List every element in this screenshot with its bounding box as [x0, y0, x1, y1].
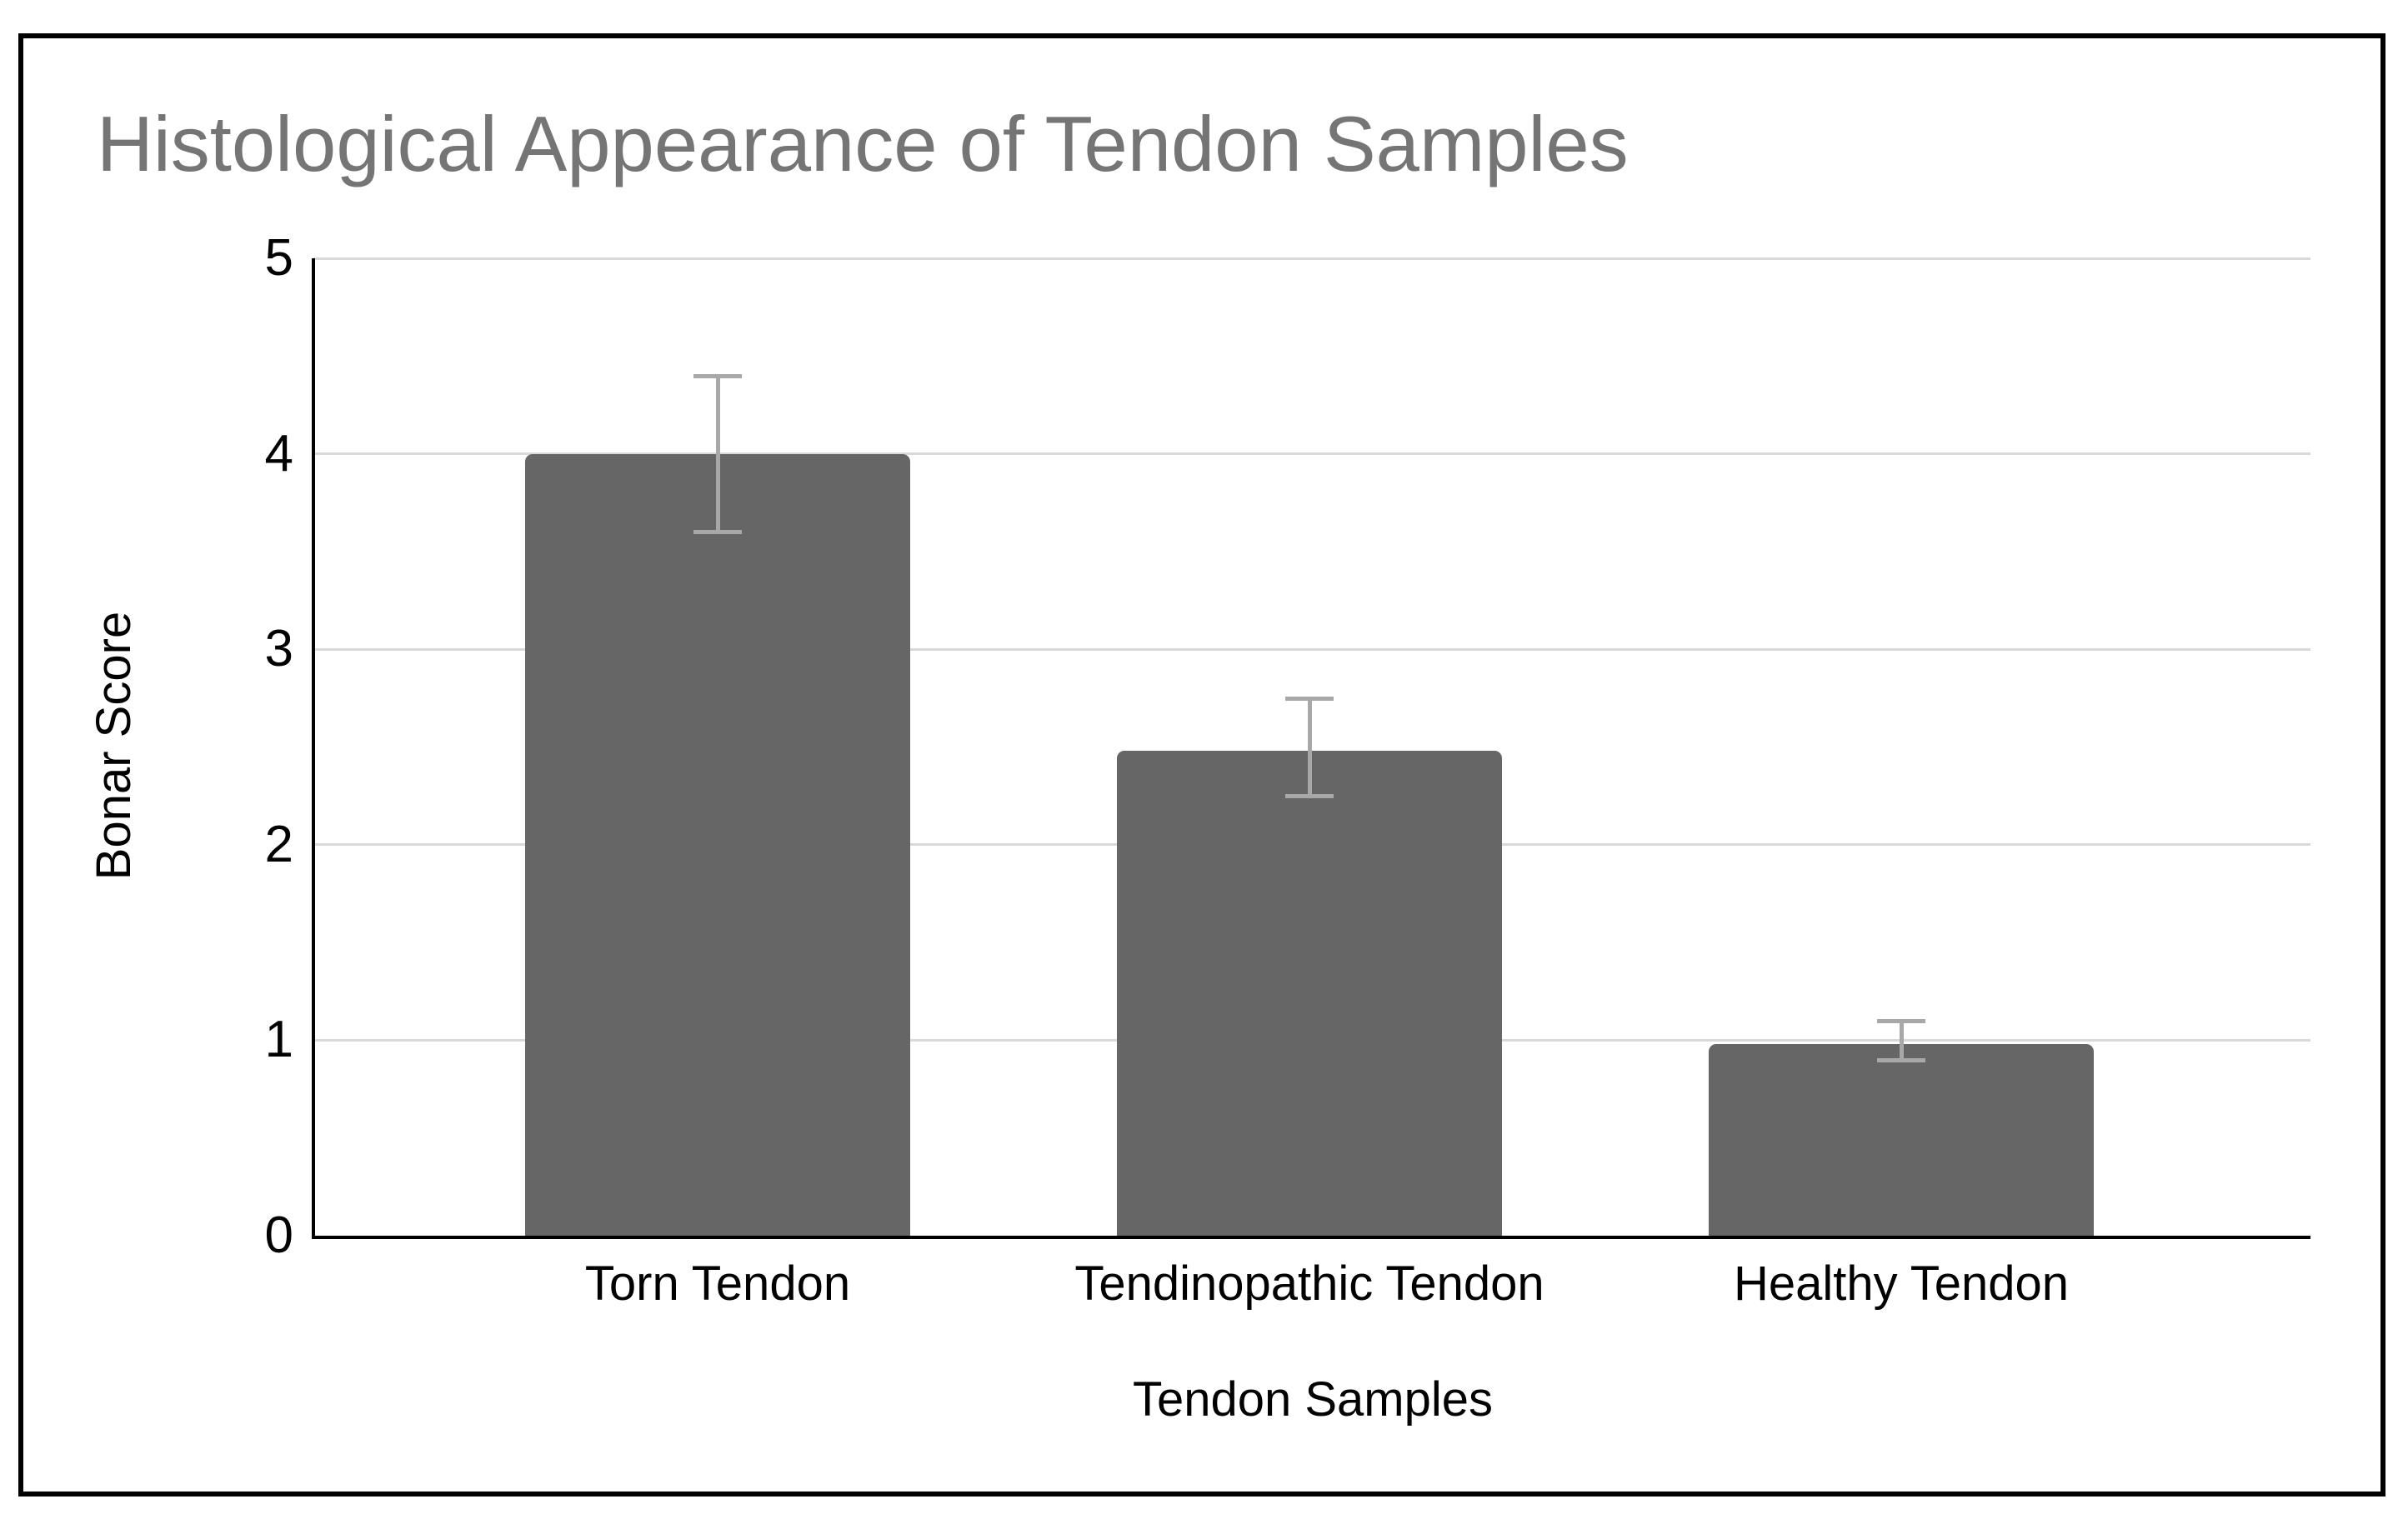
error-bar-stem: [1307, 698, 1312, 796]
error-bar-cap-top: [693, 374, 742, 378]
bar-tendinopathic-tendon: [1117, 751, 1502, 1236]
bar-healthy-tendon: [1709, 1044, 2094, 1236]
y-tick-label: 4: [264, 425, 293, 482]
error-bar-cap-bottom: [1285, 794, 1334, 798]
error-bar-stem: [1899, 1021, 1904, 1060]
y-axis-title: Bonar Score: [87, 611, 141, 881]
y-tick-label: 2: [264, 816, 293, 873]
gridline: [313, 452, 2310, 455]
y-tick-label: 0: [264, 1207, 293, 1264]
y-tick-label: 1: [264, 1011, 293, 1068]
y-tick-label: 5: [264, 229, 293, 287]
x-tick-label-tendinopathic-tendon: Tendinopathic Tendon: [1074, 1257, 1544, 1311]
y-axis-line: [312, 258, 315, 1239]
chart-frame: [18, 33, 2385, 1497]
bar-torn-tendon: [525, 454, 910, 1236]
x-axis-title: Tendon Samples: [1132, 1372, 1494, 1427]
x-axis-line: [312, 1236, 2310, 1239]
error-bar-cap-top: [1285, 697, 1334, 701]
x-tick-label-torn-tendon: Torn Tendon: [584, 1257, 851, 1311]
error-bar-cap-bottom: [1877, 1058, 1925, 1062]
gridline: [313, 257, 2310, 260]
gridline: [313, 648, 2310, 651]
error-bar-stem: [715, 376, 720, 532]
y-tick-label: 3: [264, 620, 293, 677]
x-tick-label-healthy-tendon: Healthy Tendon: [1733, 1257, 2069, 1311]
error-bar-cap-bottom: [693, 530, 742, 534]
error-bar-cap-top: [1877, 1019, 1925, 1023]
chart-title: Histological Appearance of Tendon Sample…: [97, 100, 1629, 187]
